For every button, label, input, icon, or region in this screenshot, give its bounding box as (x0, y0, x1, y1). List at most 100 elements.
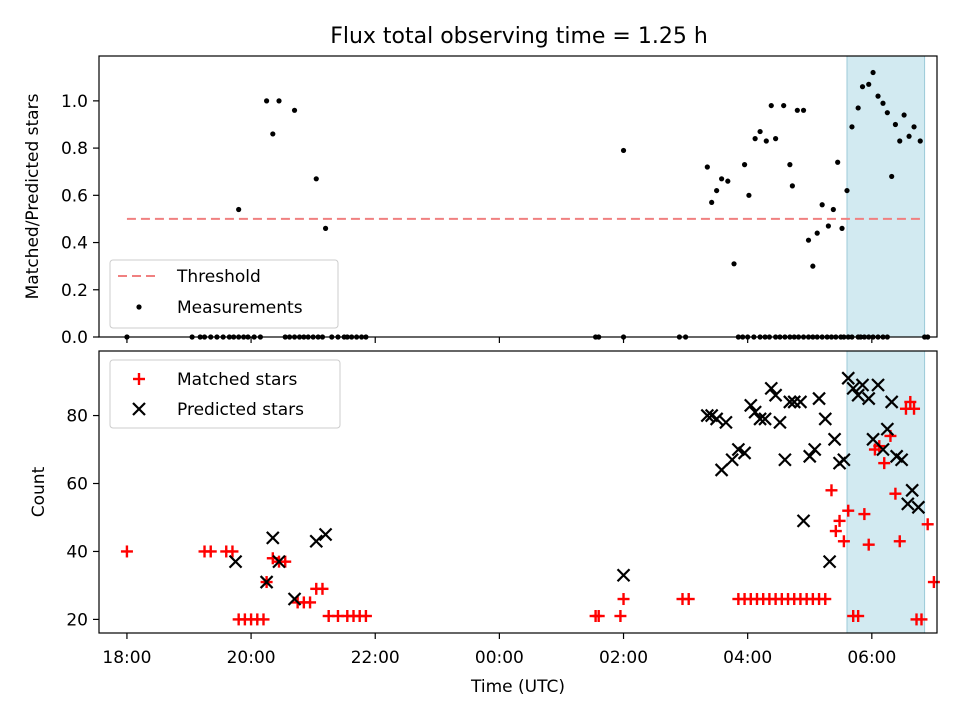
matched-star-point (927, 576, 940, 589)
measurement-point (794, 107, 800, 113)
predicted-star-point (884, 395, 899, 409)
predicted-star-point (714, 463, 729, 477)
predicted-star-point (827, 432, 842, 447)
matched-star-point (837, 535, 850, 548)
measurement-point (270, 131, 276, 137)
count-xtick-label: 06:00 (847, 648, 896, 668)
ratio-legend: Threshold Measurements (109, 259, 339, 329)
measurement-point (714, 187, 720, 194)
measurement-point (814, 230, 820, 236)
predicted-star-point (818, 412, 833, 426)
predicted-star-point (309, 534, 324, 549)
measurement-point (781, 102, 787, 109)
measurement-point (789, 183, 795, 189)
matched-star-point (833, 514, 846, 527)
predicted-star-point (318, 527, 333, 542)
count-ytick-label: 60 (66, 475, 88, 495)
count-panel-ylabel: Count (29, 466, 49, 517)
predicted-star-point (807, 442, 822, 457)
matched-star-point (819, 593, 832, 606)
predicted-star-point (905, 483, 919, 498)
measurement-point (849, 124, 855, 130)
matched-star-point (682, 593, 695, 606)
predicted-star-point (616, 568, 631, 583)
chart-title: Flux total observing time = 1.25 h (330, 24, 708, 49)
matched-star-point (904, 395, 917, 408)
ratio-panel-frame (98, 55, 938, 338)
measurement-point (839, 225, 845, 231)
count-legend-box (109, 359, 341, 429)
measurement-point (892, 121, 899, 128)
predicted-star-point (846, 381, 860, 396)
ratio-panel-ticks: 0.0 0.2 0.4 0.6 0.8 1.0 (61, 92, 873, 348)
matched-star-point (304, 596, 317, 609)
predicted-star-point (802, 449, 817, 464)
count-xtick-label: 04:00 (723, 648, 772, 668)
matched-star-point (889, 487, 902, 500)
predicted-star-point (709, 412, 724, 426)
matched-star-points (120, 395, 940, 626)
measurement-point (709, 199, 715, 206)
predicted-star-point (753, 412, 767, 426)
measurement-point (773, 136, 779, 142)
matched-star-point (908, 402, 921, 415)
measurement-point (889, 173, 895, 180)
ratio-ytick-label: 0.8 (61, 139, 88, 159)
measurement-point (746, 192, 752, 198)
predicted-star-point (822, 554, 837, 569)
predicted-star-point (228, 554, 243, 569)
measurement-point (906, 133, 912, 139)
predicted-star-point (764, 381, 779, 396)
ratio-ytick-label: 0.4 (61, 234, 88, 254)
ratio-ytick-label: 1.0 (61, 92, 88, 112)
measurement-point (322, 225, 329, 231)
predicted-star-point (793, 395, 808, 409)
matched-star-point (316, 582, 329, 595)
legend-predicted-swatch (132, 402, 146, 416)
predicted-star-point (778, 452, 792, 467)
measurement-point (917, 138, 923, 144)
predicted-star-point (876, 442, 890, 457)
predicted-star-point (911, 500, 926, 515)
count-xtick-label: 02:00 (599, 648, 648, 668)
predicted-star-point (773, 415, 787, 430)
measurement-point (844, 187, 850, 194)
measurement-point (884, 110, 890, 116)
measurement-point (276, 98, 282, 104)
predicted-star-point (783, 395, 797, 409)
matched-star-point (257, 613, 270, 626)
predicted-star-point (880, 422, 895, 436)
observing-window-shade (846, 55, 926, 338)
predicted-star-point (866, 432, 880, 447)
count-xtick-label: 18:00 (102, 648, 151, 668)
measurement-point (835, 159, 841, 165)
predicted-star-point (731, 442, 746, 457)
matched-star-point (858, 508, 871, 521)
predicted-star-point (901, 497, 915, 511)
measurement-point (810, 263, 816, 269)
measurement-point (725, 178, 731, 184)
matched-star-point (893, 535, 906, 548)
predicted-star-point (837, 452, 851, 467)
ratio-ytick-label: 0.0 (61, 328, 88, 348)
ratio-legend-box (109, 259, 339, 329)
predicted-star-point (266, 531, 280, 545)
measurement-point (313, 176, 319, 182)
measurement-point (800, 107, 807, 113)
legend-threshold-label: Threshold (176, 267, 261, 287)
predicted-star-point (812, 391, 826, 406)
ratio-panel-ylabel: Matched/Predicted stars (23, 93, 43, 299)
matched-star-point (614, 610, 627, 623)
measurement-point (731, 261, 737, 267)
measurement-point (805, 237, 812, 243)
matched-star-point (878, 457, 891, 470)
matched-star-point (204, 545, 217, 558)
predicted-star-point (796, 514, 811, 528)
predicted-star-point (894, 452, 909, 467)
legend-matched-label: Matched stars (177, 370, 297, 390)
legend-measurements-label: Measurements (177, 298, 303, 318)
measurement-point (911, 124, 917, 130)
measurement-point (704, 164, 710, 170)
measurement-point (819, 202, 825, 208)
predicted-star-point (743, 398, 758, 413)
